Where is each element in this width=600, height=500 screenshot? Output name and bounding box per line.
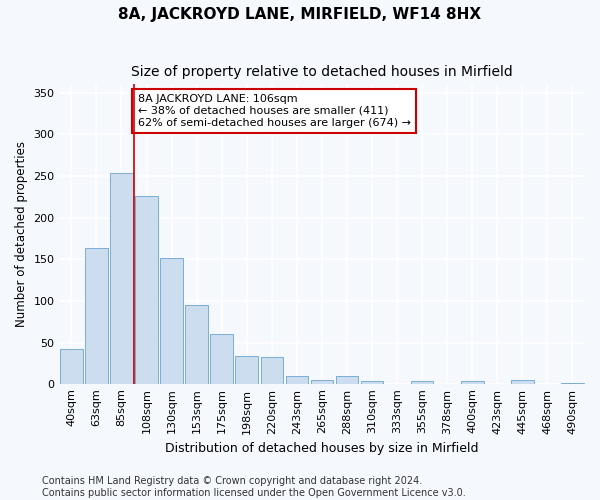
Bar xyxy=(211,334,233,384)
Bar xyxy=(135,196,158,384)
Bar xyxy=(286,376,308,384)
Bar xyxy=(336,376,358,384)
Bar xyxy=(511,380,533,384)
Bar xyxy=(361,381,383,384)
Bar xyxy=(60,350,83,384)
X-axis label: Distribution of detached houses by size in Mirfield: Distribution of detached houses by size … xyxy=(165,442,479,455)
Bar xyxy=(85,248,108,384)
Bar xyxy=(235,356,258,384)
Y-axis label: Number of detached properties: Number of detached properties xyxy=(15,142,28,328)
Text: 8A JACKROYD LANE: 106sqm
← 38% of detached houses are smaller (411)
62% of semi-: 8A JACKROYD LANE: 106sqm ← 38% of detach… xyxy=(138,94,411,128)
Title: Size of property relative to detached houses in Mirfield: Size of property relative to detached ho… xyxy=(131,65,513,79)
Bar xyxy=(110,172,133,384)
Bar xyxy=(561,382,584,384)
Bar xyxy=(461,381,484,384)
Bar xyxy=(160,258,183,384)
Bar xyxy=(411,381,433,384)
Bar xyxy=(260,357,283,384)
Bar xyxy=(185,305,208,384)
Text: Contains HM Land Registry data © Crown copyright and database right 2024.
Contai: Contains HM Land Registry data © Crown c… xyxy=(42,476,466,498)
Text: 8A, JACKROYD LANE, MIRFIELD, WF14 8HX: 8A, JACKROYD LANE, MIRFIELD, WF14 8HX xyxy=(118,8,482,22)
Bar xyxy=(311,380,333,384)
